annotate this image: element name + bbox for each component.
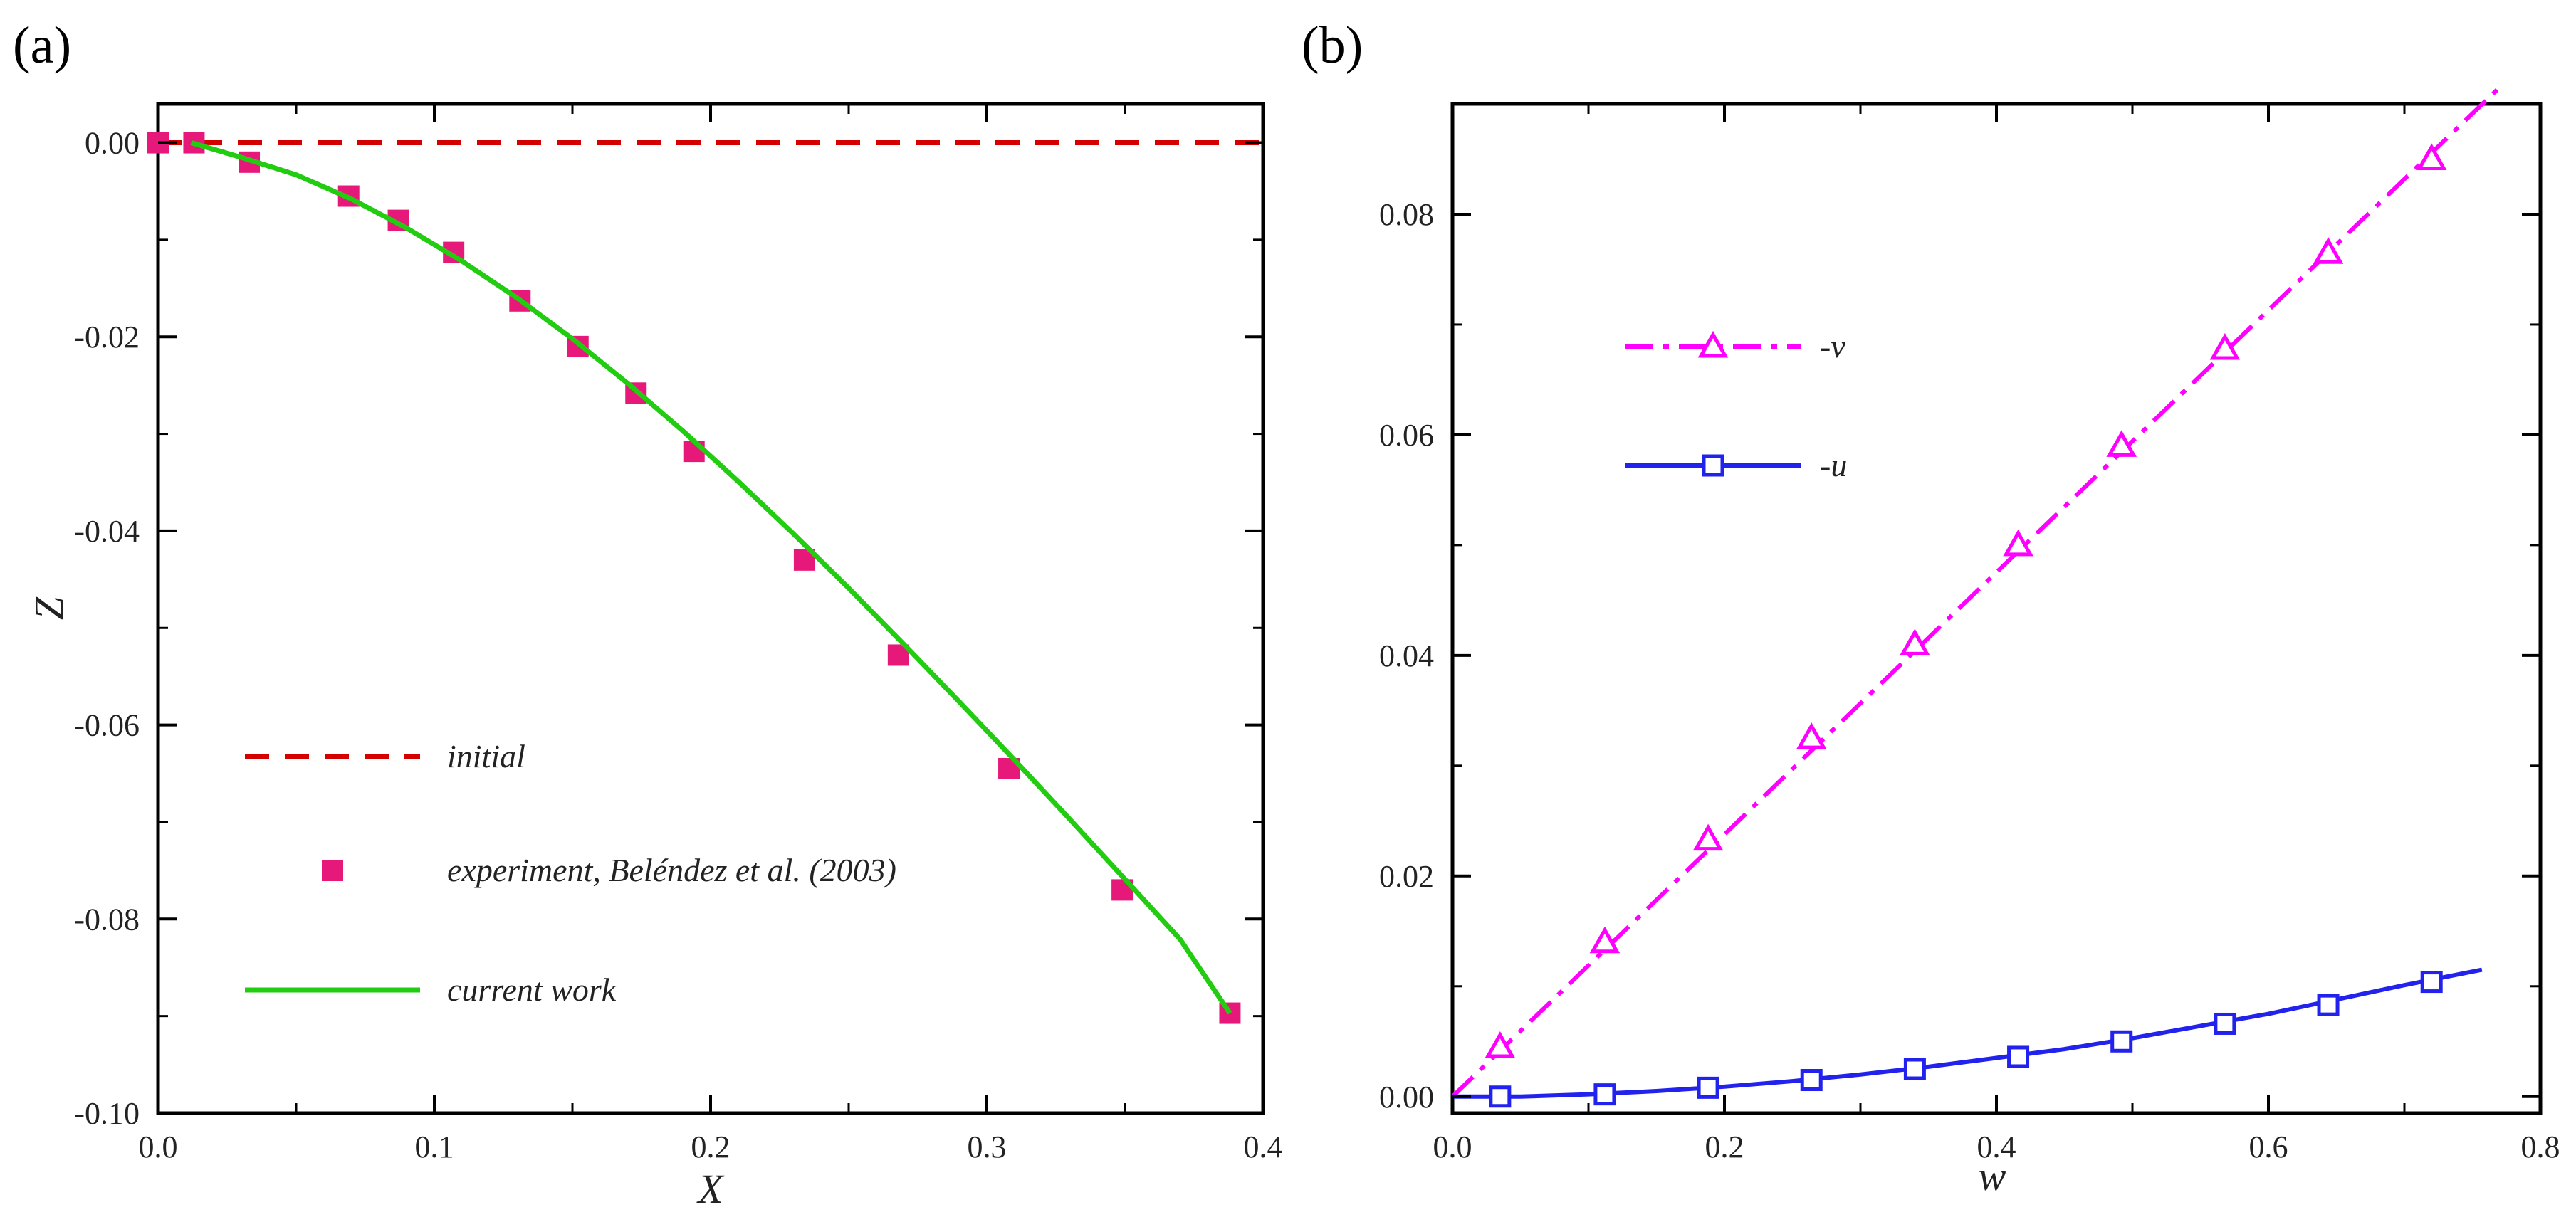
series-u-point (2420, 971, 2443, 994)
series-v-point (2313, 237, 2344, 264)
legend-v-marker (1697, 330, 1729, 358)
panel-b-ytick-label: 0.06 (1379, 418, 1434, 453)
series-v-point (2416, 143, 2447, 170)
panel-b-xtick-label: 0.8 (2521, 1129, 2560, 1164)
series-u-point (2007, 1045, 2030, 1068)
series-v-point (1796, 722, 1827, 749)
panel-a-xtick-label: 0.1 (415, 1129, 454, 1164)
series-v-point (1485, 1031, 1516, 1058)
panel-b-x-axis-label: w (1979, 1153, 2006, 1199)
series-v-point (1589, 926, 1621, 954)
panel-b-label: (b) (1302, 16, 1363, 75)
panel-b-ytick-label: 0.04 (1379, 638, 1434, 673)
panel-b-xtick-label: 0.6 (2249, 1129, 2288, 1164)
series-u-point (1697, 1076, 1719, 1099)
series-v-point (1900, 628, 1930, 655)
panel-b-xtick-label: 0.0 (1433, 1129, 1472, 1164)
panel-a-label: (a) (13, 16, 71, 75)
panel-a-ytick-label: -0.04 (74, 514, 140, 549)
legend-initial-label: initial (447, 738, 525, 774)
series-v-point (2106, 430, 2137, 457)
panel-a-ytick-label: 0.00 (85, 126, 140, 161)
series-u-line (1452, 967, 2483, 1099)
series-u-point (1903, 1058, 1926, 1080)
panel-a-ytick-label: -0.10 (74, 1096, 140, 1131)
panel-b: (b) 0.0 0.2 0.4 0.6 0.80.000.020.040.060.08 … (1302, 16, 2560, 1199)
panel-a-ytick-label: -0.02 (74, 320, 140, 354)
series-v-point (1692, 823, 1724, 851)
series-u-point (1593, 1083, 1616, 1106)
panel-b-legend: -v -u (1625, 328, 1847, 483)
panel-b-xtick-label: 0.2 (1705, 1129, 1744, 1164)
series-u-point (1800, 1069, 1823, 1092)
panel-a-xtick-label: 0.3 (968, 1129, 1007, 1164)
series-u-point (1489, 1085, 1512, 1108)
panel-a: (a) 0.0 0.1 0.2 0.3 0.4 0.00 -0.02 -0.04 -0.06 -0… (13, 16, 1283, 1212)
series-u-point (2317, 994, 2340, 1016)
series-u-point (2214, 1012, 2236, 1035)
legend-experiment-swatch (322, 860, 343, 881)
legend-experiment-label: experiment, Beléndez et al. (2003) (447, 852, 896, 888)
panel-a-ytick-label: -0.06 (74, 708, 140, 743)
legend-u-marker (1702, 454, 1724, 477)
panel-b-xtick-label: 0.4 (1977, 1129, 2016, 1164)
panel-b-ytick-label: 0.02 (1379, 859, 1434, 894)
panel-a-legend: initial experiment, Beléndez et al. (200… (245, 738, 896, 1008)
panel-a-ytick-label: -0.08 (74, 902, 140, 937)
panel-a-x-axis-label: X (696, 1166, 725, 1212)
panel-a-xtick-label: 0.4 (1244, 1129, 1283, 1164)
legend-current-label: current work (447, 971, 617, 1008)
series-u-point (2110, 1030, 2133, 1053)
series-v-point (2209, 332, 2241, 360)
series-current-work-line (190, 140, 1232, 1015)
legend-v-label: -v (1820, 328, 1845, 364)
legend-u-label: -u (1820, 447, 1847, 483)
panel-b-ytick-label: 0.08 (1379, 197, 1434, 232)
panel-a-xtick-label: 0.0 (139, 1129, 178, 1164)
panel-b-ytick-label: 0.00 (1379, 1080, 1434, 1115)
series-v-point (2003, 529, 2033, 557)
panel-a-xtick-label: 0.2 (691, 1129, 731, 1164)
panel-a-y-axis-label: Z (26, 596, 72, 620)
